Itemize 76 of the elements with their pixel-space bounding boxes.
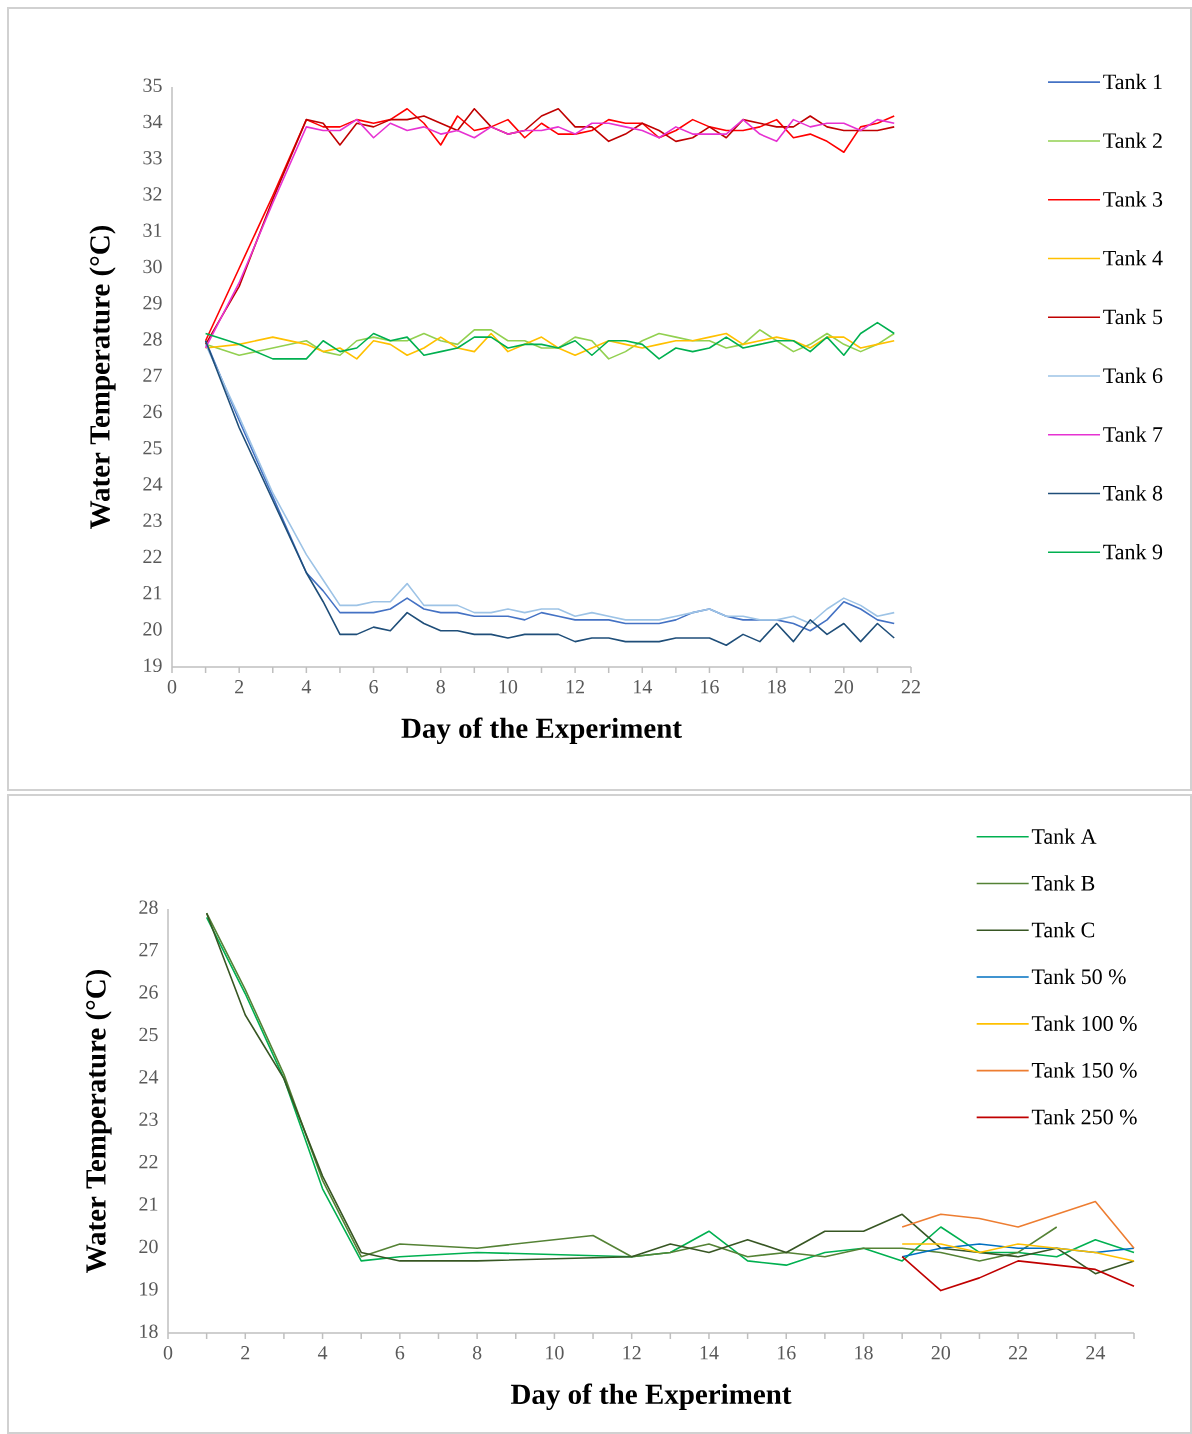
legend-label: Tank 7 [1103, 426, 1163, 442]
y-tick-label: 31 [143, 223, 162, 237]
line-series [204, 321, 896, 360]
x-tick-label: 2 [235, 680, 244, 694]
y-tick-label: 30 [143, 259, 162, 274]
legend-label: Tank A [1031, 828, 1097, 844]
x-tick-label: 20 [834, 680, 854, 694]
legend-label: Tank C [1031, 921, 1095, 938]
legend-label: Tank B [1031, 875, 1095, 891]
y-axis-title: Water Temperature (°C) [89, 225, 116, 529]
x-tick-label: 16 [701, 680, 719, 694]
y-tick-label: 19 [144, 658, 162, 672]
x-tick-label: 2 [241, 1346, 250, 1360]
x-tick-label: 14 [700, 1346, 719, 1360]
y-tick-label: 28 [139, 900, 158, 914]
x-axis-title: Day of the Experiment [401, 717, 682, 745]
x-tick-label: 18 [768, 680, 786, 694]
x-tick-label: 6 [395, 1346, 405, 1360]
y-tick-label: 27 [139, 942, 158, 957]
legend-label: Tank 1 [1103, 73, 1162, 90]
y-tick-label: 23 [139, 1112, 158, 1126]
y-tick-label: 26 [139, 985, 158, 999]
y-tick-label: 21 [139, 1197, 158, 1211]
y-tick-label: 27 [143, 368, 162, 382]
y-tick-label: 23 [143, 513, 162, 527]
x-tick-label: 16 [778, 1346, 796, 1360]
y-axis-title: Water Temperature (°C) [85, 969, 112, 1273]
x-tick-label: 10 [499, 680, 518, 694]
x-tick-label: 22 [1008, 1346, 1027, 1360]
x-tick-label: 12 [623, 1346, 641, 1360]
y-tick-label: 22 [139, 1154, 158, 1169]
x-tick-label: 14 [634, 680, 652, 694]
x-tick-label: 12 [566, 680, 584, 694]
y-tick-label: 32 [143, 187, 162, 201]
x-tick-label: 4 [301, 680, 312, 694]
y-tick-label: 26 [143, 404, 162, 419]
legend-label: Tank 4 [1103, 250, 1163, 266]
legend-label: Tank 5 [1103, 308, 1163, 325]
y-tick-label: 34 [143, 114, 163, 129]
legend-label: Tank 9 [1103, 543, 1163, 560]
y-tick-label: 35 [143, 78, 162, 92]
y-tick-label: 21 [143, 586, 162, 600]
legend-label: Tank 100 % [1031, 1015, 1137, 1031]
y-tick-label: 25 [143, 441, 162, 455]
legend-label: Tank 8 [1103, 485, 1163, 501]
x-tick-label: 24 [1086, 1346, 1106, 1360]
y-tick-label: 33 [143, 151, 162, 165]
line-series [901, 1255, 1135, 1292]
x-tick-label: 18 [855, 1346, 873, 1360]
x-tick-label: 22 [901, 680, 920, 694]
y-tick-label: 24 [143, 477, 163, 491]
x-tick-label: 4 [317, 1346, 328, 1360]
legend-label: Tank 3 [1103, 191, 1163, 207]
line-series [901, 1243, 1135, 1262]
x-tick-label: 0 [163, 1346, 173, 1360]
legend-label: Tank 250 % [1031, 1108, 1137, 1125]
x-tick-label: 0 [167, 680, 177, 694]
x-tick-label: 20 [931, 1346, 951, 1360]
legend-label: Tank 6 [1103, 367, 1163, 384]
legend-label: Tank 50 % [1031, 968, 1126, 985]
y-tick-label: 28 [143, 332, 162, 346]
x-tick-label: 10 [546, 1346, 564, 1360]
x-tick-label: 6 [369, 680, 378, 694]
x-tick-label: 8 [472, 1346, 482, 1360]
y-tick-label: 24 [139, 1070, 159, 1084]
y-tick-label: 18 [140, 1324, 158, 1338]
legend-label: Tank 150 % [1031, 1062, 1137, 1078]
y-tick-label: 20 [139, 1239, 158, 1254]
y-tick-label: 20 [143, 622, 162, 636]
y-tick-label: 29 [143, 296, 162, 310]
x-tick-label: 8 [436, 680, 445, 694]
legend-label: Tank 2 [1103, 132, 1162, 149]
x-axis-title: Day of the Experiment [510, 1383, 792, 1411]
y-tick-label: 22 [143, 549, 162, 564]
y-tick-label: 25 [139, 1027, 158, 1042]
y-tick-label: 19 [140, 1282, 158, 1296]
